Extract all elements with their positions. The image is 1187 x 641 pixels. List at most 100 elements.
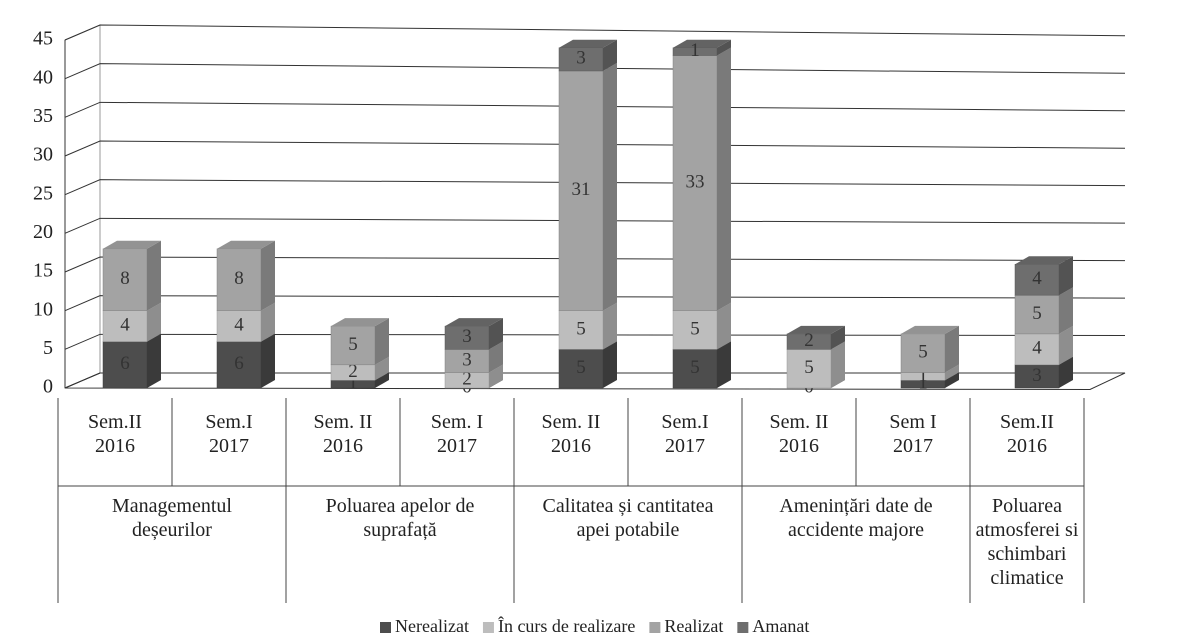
bar-top (1015, 256, 1073, 265)
data-label: 5 (690, 318, 700, 339)
bar-side (945, 364, 959, 381)
bar-side (831, 341, 845, 388)
bar-side (603, 62, 617, 311)
y-tick-label: 20 (33, 221, 53, 243)
bar-side (603, 302, 617, 350)
bar-segment (444, 318, 503, 350)
bar-side (717, 47, 731, 311)
legend-swatch (482, 622, 494, 633)
legend-label: Nerealizat (395, 616, 469, 636)
grid-line (64, 101, 1126, 118)
y-tick-label: 0 (43, 376, 53, 398)
bar-side (717, 341, 731, 388)
category-label: Sem I 2017 (889, 411, 937, 457)
legend-swatch (380, 622, 391, 633)
data-label: 2 (348, 361, 358, 382)
bar-side (147, 302, 161, 342)
legend-label: Realizat (664, 616, 723, 636)
group-label: Poluarea atmosferei si schimbari climati… (975, 495, 1079, 589)
data-label: 1 (918, 365, 928, 386)
grid-line (64, 256, 1126, 273)
bar-side (489, 364, 503, 388)
y-tick-label: 40 (33, 66, 53, 88)
y-tick-label: 45 (33, 28, 53, 50)
legend: Nerealizat În curs de realizare Realizat Am… (380, 615, 809, 636)
data-label: 3 (462, 349, 472, 370)
bar-front (786, 349, 832, 389)
bar-segment (102, 240, 161, 311)
bar-front (900, 333, 946, 373)
bar-side (831, 325, 845, 350)
bar-segment (672, 39, 731, 56)
bar-side (147, 333, 161, 388)
back-wall (64, 24, 101, 389)
bar-side (1059, 356, 1073, 388)
bar-top (559, 39, 617, 48)
bar-front (216, 341, 262, 389)
bar-side (717, 39, 731, 56)
category-label: Sem. II 2016 (769, 411, 829, 457)
data-label: 4 (1032, 268, 1042, 289)
y-tick-label: 15 (33, 260, 53, 282)
bar-front (1014, 264, 1060, 296)
grid-line (64, 333, 1126, 350)
data-label: 31 (572, 179, 591, 200)
data-label: 3 (1032, 365, 1042, 386)
legend-swatch (649, 622, 661, 633)
data-label: 4 (1032, 338, 1042, 359)
group-label: Managementul deșeurilor (112, 495, 232, 541)
data-label: 2 (804, 330, 814, 351)
bar-segment (786, 325, 845, 350)
data-label: 8 (234, 268, 244, 289)
data-label: 1 (690, 40, 700, 61)
data-label: 5 (348, 334, 358, 355)
bar-top (331, 318, 389, 327)
category-label: Sem.II 2016 (1000, 411, 1054, 457)
grid-line (64, 179, 1126, 196)
grid-line (64, 24, 1126, 41)
bar-top (217, 240, 275, 249)
data-label: 8 (120, 268, 130, 289)
bar-side (1059, 325, 1073, 365)
category-label: Sem. II 2016 (313, 411, 373, 457)
category-label: Sem.I 2017 (661, 411, 709, 457)
bar-segment (216, 240, 275, 311)
data-label: 5 (804, 357, 814, 378)
y-tick-label: 30 (33, 144, 53, 166)
bar-segment (330, 318, 389, 366)
bar-side (603, 39, 617, 71)
data-label: 3 (462, 326, 472, 347)
bar-front (216, 310, 262, 342)
group-label: Poluarea apelor de suprafață (325, 495, 475, 541)
bar-front (558, 70, 604, 311)
bar-front (1014, 333, 1060, 366)
legend-label: Amanat (752, 616, 809, 636)
bar-side (489, 318, 503, 350)
bar-side (261, 302, 275, 342)
bar-side (489, 341, 503, 373)
category-label: Sem.II 2016 (88, 411, 142, 457)
y-tick-label: 25 (33, 182, 53, 204)
bar-front (672, 349, 718, 389)
bar-front (558, 349, 604, 389)
bar-side (1059, 256, 1073, 296)
bar-side (375, 356, 389, 381)
data-label: 2 (462, 369, 472, 390)
data-label: 1 (348, 372, 358, 393)
group-label: Calitatea și cantitatea apei potabile (542, 495, 714, 541)
bar-segment (558, 39, 617, 72)
bar-top (787, 325, 845, 334)
grid-line (64, 217, 1126, 234)
bar-segment (900, 325, 959, 373)
category-label: Sem. II 2016 (541, 411, 601, 457)
bar-side (717, 302, 731, 350)
bar-front (558, 310, 604, 350)
data-label: 6 (234, 353, 244, 374)
bar-side (261, 240, 275, 311)
bar-front (672, 55, 718, 311)
bar-side (945, 372, 959, 388)
grid-line (64, 372, 1125, 389)
bar-top (445, 318, 503, 327)
bar-front (672, 310, 718, 350)
data-label: 3 (576, 48, 586, 69)
